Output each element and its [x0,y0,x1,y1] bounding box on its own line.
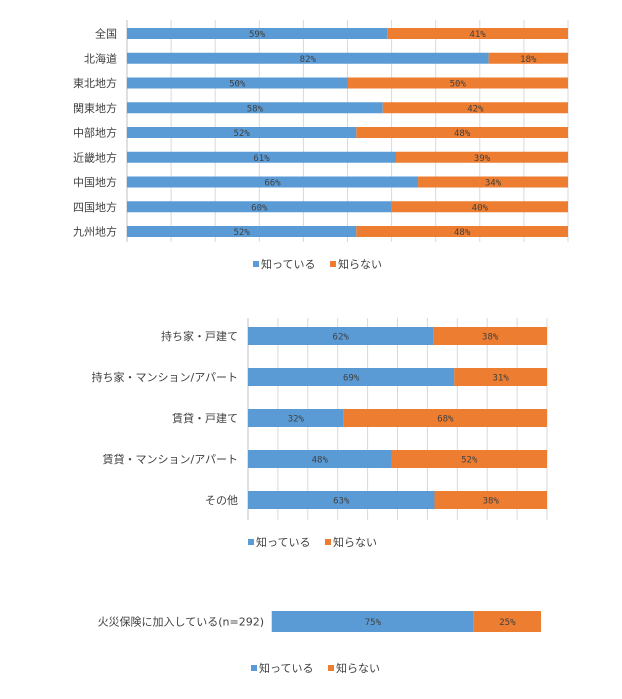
bar-unknown [391,201,568,213]
bar-unknown [343,409,547,427]
bar-known [127,151,397,163]
bar-known [127,52,489,64]
legend-label-unknown: 知らない [338,257,382,271]
data-label-unknown: 18% [520,55,537,65]
category-label: 持ち家・戸建て [161,329,238,343]
legend-swatch-known [251,665,257,671]
category-label: その他 [205,494,238,507]
data-label-unknown: 38% [483,497,500,507]
data-label-known: 82% [300,55,317,65]
bar-known [127,176,419,188]
legend-swatch-known [248,539,254,545]
bar-unknown [454,368,547,386]
bar-unknown [418,176,568,188]
data-label-unknown: 40% [472,203,489,213]
bar-unknown [433,327,547,345]
bar-known [248,491,435,509]
bar-known [248,450,392,468]
bar-known [127,28,388,39]
category-label: 中国地方 [73,175,117,189]
bar-unknown [434,491,547,509]
bar-unknown [488,52,568,64]
bar-known [248,368,455,386]
legend-swatch-unknown [328,665,334,671]
data-label-known: 32% [288,415,305,425]
legend-label-unknown: 知らない [336,661,380,675]
category-label: 全国 [95,27,117,41]
category-label: 持ち家・マンション/アパート [92,370,239,384]
data-label-unknown: 42% [467,104,484,114]
legend-swatch-unknown [330,261,336,267]
data-label-unknown: 39% [474,154,491,164]
data-label-known: 62% [333,333,350,343]
bar-known [127,201,392,213]
bar-known [127,77,348,89]
data-label-known: 52% [234,129,251,139]
data-label-unknown: 50% [450,80,467,90]
data-label-unknown: 31% [493,374,510,384]
bar-unknown [391,450,547,468]
bar-known [127,127,357,138]
data-label-known: 52% [234,228,251,238]
bar-known [248,409,344,427]
data-label-unknown: 25% [499,618,516,628]
category-label: 東北地方 [73,76,117,90]
data-label-known: 69% [343,374,360,384]
data-label-known: 48% [312,456,329,466]
legend-swatch-known [253,261,259,267]
data-label-unknown: 48% [454,228,471,238]
bar-unknown [382,102,568,114]
bar-unknown [356,226,568,237]
data-label-known: 60% [251,203,268,213]
bar-known [272,611,474,632]
category-label: 中部地方 [73,126,117,140]
category-label: 九州地方 [73,225,117,239]
bar-known [248,327,434,345]
data-label-known: 63% [333,497,350,507]
legend-swatch-unknown [325,539,331,545]
bar-unknown [473,611,541,632]
bar-known [127,226,357,237]
data-label-known: 58% [247,104,264,114]
category-label: 火災保険に加入している(n=292) [98,615,264,629]
bar-known [127,102,383,114]
data-label-known: 59% [249,30,266,40]
bar-unknown [347,77,568,89]
data-label-known: 61% [253,154,270,164]
bar-unknown [356,127,568,138]
bar-unknown [396,151,568,163]
bar-unknown [387,28,568,39]
data-label-unknown: 48% [454,129,471,139]
category-label: 近畿地方 [73,150,117,164]
category-label: 賃貸・マンション/アパート [103,452,239,466]
data-label-unknown: 52% [461,456,478,466]
legend-label-known: 知っている [259,661,313,675]
data-label-unknown: 68% [437,415,454,425]
data-label-known: 75% [365,618,382,628]
data-label-unknown: 34% [485,179,502,189]
legend-label-known: 知っている [256,535,310,549]
data-label-known: 50% [229,80,246,90]
data-label-known: 66% [264,179,281,189]
category-label: 四国地方 [73,200,117,214]
data-label-unknown: 38% [482,333,499,343]
data-label-unknown: 41% [469,30,486,40]
category-label: 賃貸・戸建て [172,411,238,425]
category-label: 関東地方 [73,101,117,115]
legend-label-unknown: 知らない [333,535,377,549]
legend-label-known: 知っている [261,257,315,271]
category-label: 北海道 [84,51,117,65]
